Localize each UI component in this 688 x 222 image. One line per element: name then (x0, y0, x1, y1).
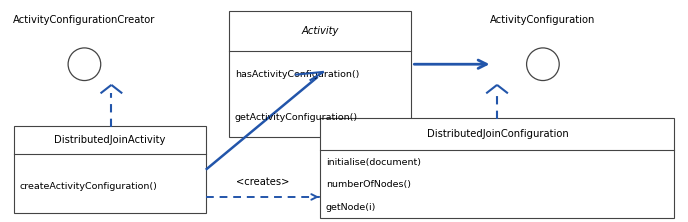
Text: ActivityConfiguration: ActivityConfiguration (491, 15, 596, 25)
Text: hasActivityConfiguration(): hasActivityConfiguration() (235, 70, 359, 79)
Text: initialise(document): initialise(document) (326, 158, 421, 166)
Text: getNode(i): getNode(i) (326, 203, 376, 212)
FancyBboxPatch shape (321, 117, 674, 218)
Ellipse shape (68, 48, 100, 81)
Text: DistributedJoinActivity: DistributedJoinActivity (54, 135, 165, 145)
FancyBboxPatch shape (229, 11, 411, 137)
Ellipse shape (526, 48, 559, 81)
FancyBboxPatch shape (14, 126, 206, 213)
Text: Activity: Activity (302, 26, 339, 36)
Text: createActivityConfiguration(): createActivityConfiguration() (19, 182, 157, 191)
Text: numberOfNodes(): numberOfNodes() (326, 180, 411, 189)
Text: getActivityConfiguration(): getActivityConfiguration() (235, 113, 358, 122)
Text: ActivityConfigurationCreator: ActivityConfigurationCreator (13, 15, 155, 25)
Text: <creates>: <creates> (236, 177, 289, 187)
Text: DistributedJoinConfiguration: DistributedJoinConfiguration (427, 129, 568, 139)
